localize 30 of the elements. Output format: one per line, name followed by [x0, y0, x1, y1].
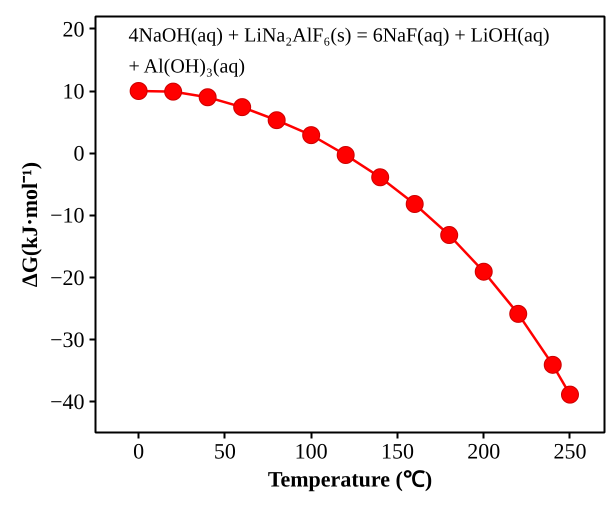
point	[198, 88, 217, 106]
point	[302, 126, 320, 144]
annotation: 4NaOH(aq) + LiNa₂AlF₆(s) = 6NaF(aq) + LiOH(aq) + Al(OH)₃(aq)	[128, 24, 550, 78]
point	[371, 168, 390, 186]
point	[233, 98, 252, 116]
y-tick-label: −30	[50, 326, 85, 352]
y-tick-label: −20	[50, 264, 85, 290]
y-tick-label: 20	[62, 16, 84, 42]
x-tick-label: 200	[467, 438, 500, 464]
x-tick-label: 100	[294, 438, 328, 464]
point	[406, 195, 424, 213]
x-tick-label: 250	[553, 438, 586, 464]
y-tick-label: −10	[50, 202, 85, 228]
x-axis-title: Temperature (℃)	[268, 466, 432, 492]
point	[130, 82, 148, 100]
point	[336, 146, 355, 164]
point	[544, 356, 562, 374]
point	[164, 82, 182, 101]
point	[440, 226, 458, 244]
point	[509, 304, 528, 323]
point	[560, 386, 579, 404]
x-tick-label: 150	[380, 438, 414, 464]
x-tick-label: 0	[133, 438, 144, 464]
y-tick-label: −40	[50, 388, 85, 414]
y-tick-label: 10	[62, 78, 84, 104]
point	[474, 262, 493, 281]
y-axis-title: ΔG(kJ·mol⁻¹)	[17, 162, 42, 288]
y-tick-label: 0	[74, 140, 84, 166]
x-tick-label: 50	[214, 438, 236, 464]
point	[268, 111, 286, 130]
